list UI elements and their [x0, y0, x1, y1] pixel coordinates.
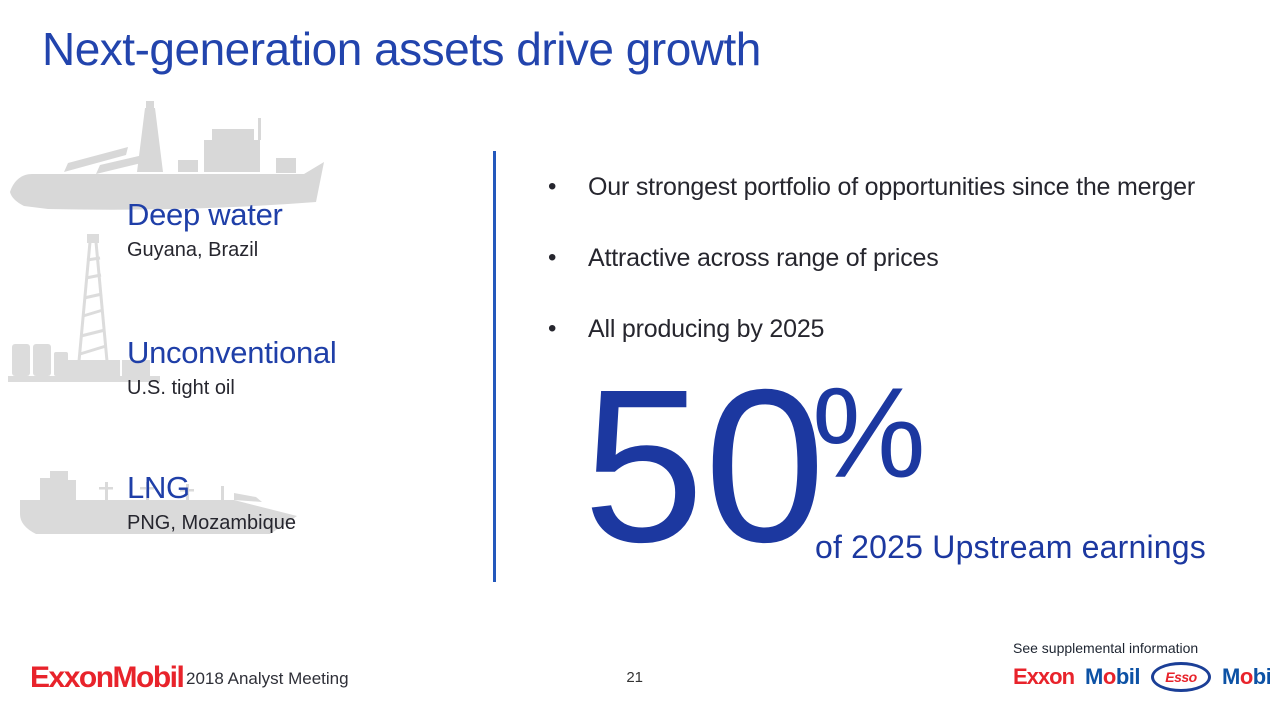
- exxonmobil-logo: ExxonMobil: [30, 661, 185, 694]
- bullet-dot: •: [548, 244, 557, 271]
- stat-value: 50: [583, 345, 826, 588]
- exxon-logo: Exxon: [1013, 664, 1075, 689]
- page-number: 21: [626, 669, 644, 686]
- asset-name: LNG: [127, 470, 190, 505]
- asset-locations: Guyana, Brazil: [127, 238, 259, 261]
- esso-logo: Esso: [1150, 662, 1211, 692]
- vertical-divider: [493, 151, 496, 582]
- slide-title: Next-generation assets drive growth: [42, 23, 761, 75]
- lng-tanker-icon: [10, 456, 300, 547]
- land-rig-icon: [8, 232, 238, 405]
- stat-caption: of 2025 Upstream earnings: [815, 529, 1206, 565]
- mobil1-red-o: o: [1239, 664, 1253, 689]
- stat-percent-sign: %: [812, 362, 926, 505]
- bullet-list: • Our strongest portfolio of opportuniti…: [548, 171, 1260, 384]
- drillship-icon: [8, 100, 328, 225]
- asset-name: Unconventional: [127, 335, 337, 370]
- mobil1-logo: Mobil 1: [1221, 664, 1270, 689]
- asset-name: Deep water: [127, 197, 283, 232]
- asset-unconventional: Unconventional U.S. tight oil: [127, 335, 337, 400]
- bullet-item: • All producing by 2025: [548, 313, 1260, 345]
- asset-locations: U.S. tight oil: [127, 376, 235, 399]
- bullet-text: Attractive across range of prices: [588, 244, 939, 272]
- bullet-dot: •: [548, 173, 557, 200]
- brand-logo-row: Exxon Mobil Esso Mobil 1: [1013, 662, 1270, 692]
- bullet-dot: •: [548, 315, 557, 342]
- asset-locations: PNG, Mozambique: [127, 511, 296, 534]
- supplemental-note: See supplemental information: [1013, 640, 1199, 656]
- event-name: 2018 Analyst Meeting: [186, 669, 349, 688]
- bullet-text: All producing by 2025: [588, 315, 825, 343]
- mobil-logo: Mobil: [1085, 664, 1140, 689]
- bullet-text: Our strongest portfolio of opportunities…: [588, 173, 1195, 201]
- mobil-red-o: o: [1102, 664, 1116, 689]
- bullet-item: • Our strongest portfolio of opportuniti…: [548, 171, 1260, 203]
- asset-deep-water: Deep water Guyana, Brazil: [127, 197, 283, 262]
- asset-lng: LNG PNG, Mozambique: [127, 470, 296, 535]
- bullet-item: • Attractive across range of prices: [548, 242, 1260, 274]
